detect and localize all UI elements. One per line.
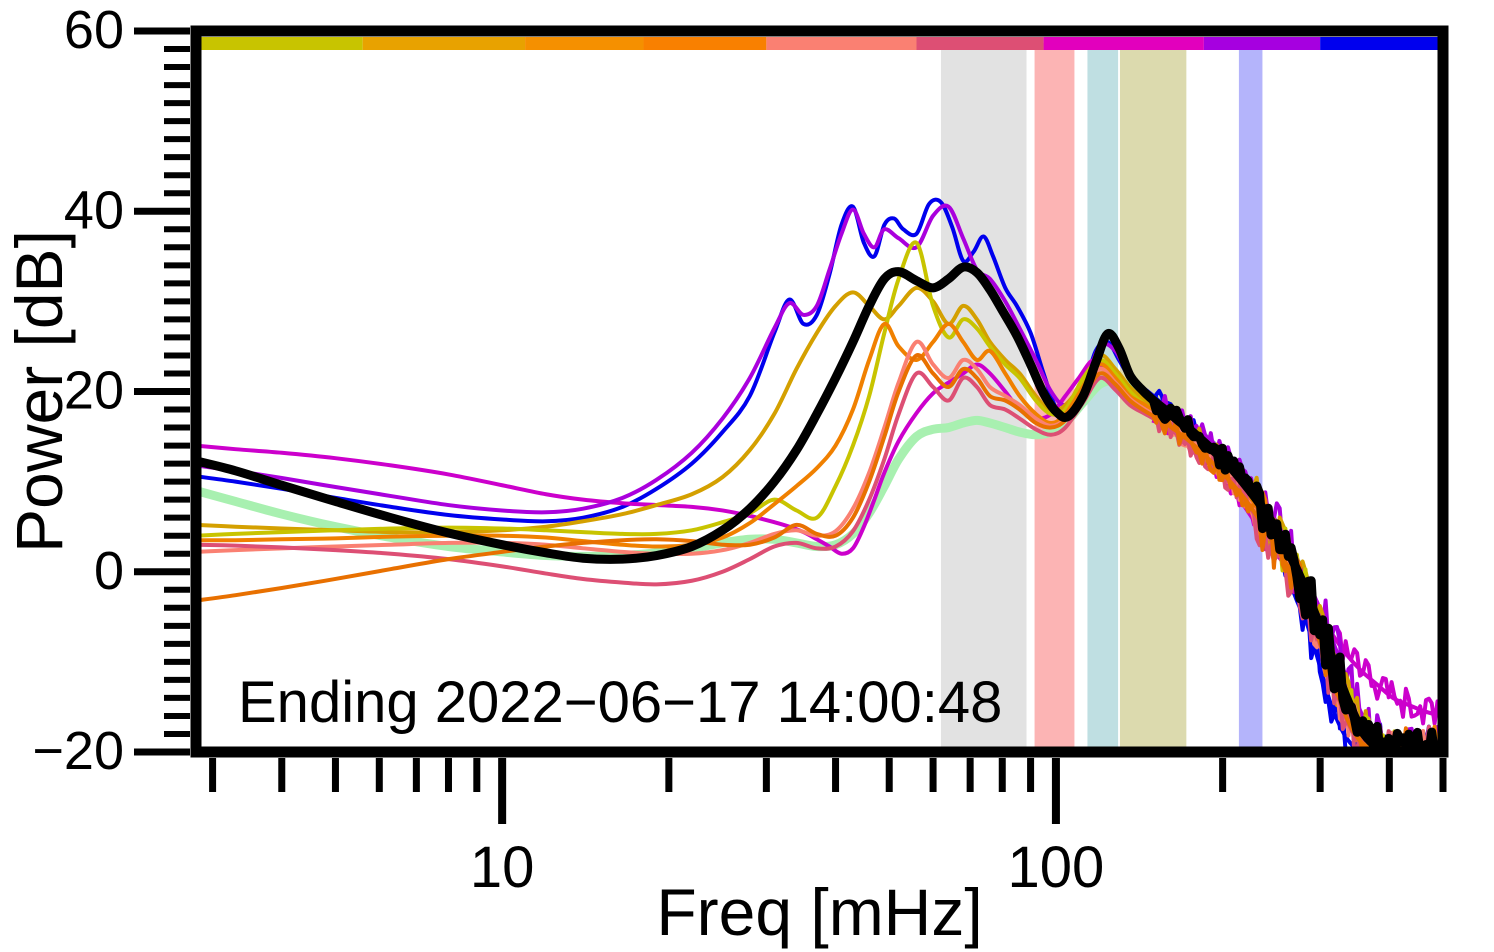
colorbar-seg-8 xyxy=(1203,37,1321,50)
y-tick-label: 40 xyxy=(64,180,124,240)
band-periwinkle xyxy=(1238,43,1263,752)
y-axis-label: Power [dB] xyxy=(2,230,76,553)
series-group xyxy=(196,197,1443,752)
colorbar-seg-2 xyxy=(362,37,526,50)
colorbar-seg-9 xyxy=(1320,37,1443,50)
x-tick-label: 100 xyxy=(1008,835,1105,900)
colorbar-seg-3 xyxy=(525,37,644,50)
colorbar-seg-4 xyxy=(643,37,767,50)
x-tick-label: 10 xyxy=(470,835,535,900)
x-axis-label: Freq [mHz] xyxy=(656,875,982,949)
colorbar-seg-6 xyxy=(916,37,1044,50)
y-tick-label: 20 xyxy=(64,361,124,421)
colorbar-seg-5 xyxy=(766,37,917,50)
colorbar-seg-7 xyxy=(1043,37,1204,50)
plot-background xyxy=(196,31,1443,752)
y-tick-label: 0 xyxy=(94,541,124,601)
y-tick-label: 60 xyxy=(64,0,124,60)
axis-frame xyxy=(190,25,1449,758)
ending-timestamp-annotation: Ending 2022−06−17 14:00:48 xyxy=(238,670,1002,735)
y-tick-label: −20 xyxy=(32,721,124,781)
colorbar-seg-1 xyxy=(196,37,363,50)
